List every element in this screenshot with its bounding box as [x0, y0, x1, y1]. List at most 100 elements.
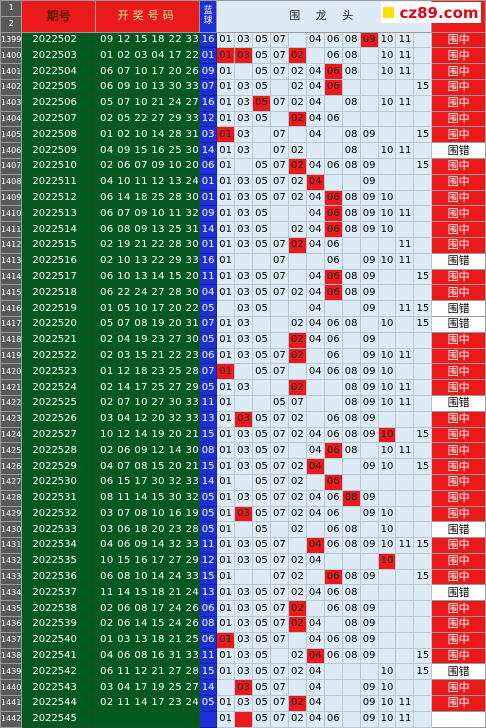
pick-number-cell: 02	[287, 473, 307, 491]
pick-number-cell	[269, 647, 289, 665]
row-number: 1402	[0, 78, 23, 96]
pick-number-cell: 03	[234, 268, 253, 286]
pick-number-cell	[395, 126, 415, 144]
pick-number-cell: 03	[234, 631, 253, 649]
pick-number-cell	[305, 521, 325, 539]
pick-number-cell: 04	[305, 710, 325, 728]
pick-number-cell: 04	[305, 584, 325, 602]
table-row: 1406 2022509 04 09 15 16 25 30 14 01 03 07 02 08…	[0, 142, 486, 159]
pick-number-cell: 11	[395, 236, 415, 254]
pick-number-cell: 08	[341, 379, 361, 396]
pick-number-cell: 03	[234, 94, 253, 112]
pick-number-cell: 05	[251, 663, 271, 681]
hit-number-cell: 01	[216, 631, 236, 649]
pick-number-cell	[234, 394, 253, 412]
result-cell: 围错	[431, 584, 486, 602]
row-number: 1399	[0, 31, 23, 49]
blue-ball-cell: 07	[199, 363, 218, 381]
pick-number-cell: 02	[287, 552, 307, 570]
pick-number-cell: 06	[323, 505, 343, 523]
period-cell: 2022508	[21, 126, 97, 144]
blue-header: 蓝球	[199, 0, 218, 33]
result-cell: 围中	[431, 221, 486, 238]
pick-number-cell: 05	[251, 489, 271, 507]
pick-number-cell: 01	[216, 568, 236, 586]
pick-number-cell	[305, 394, 325, 412]
table-row: 1410 2022513 06 07 09 10 11 32 09 01 03 05 04 06…	[0, 205, 486, 223]
pick-number-cell	[395, 458, 415, 475]
pick-number-cell	[341, 252, 361, 270]
pick-number-cell: 04	[305, 331, 325, 349]
pick-number-cell	[305, 568, 325, 586]
pick-number-cell	[395, 552, 415, 570]
draw-numbers-cell: 06 07 09 10 11 32	[95, 205, 201, 223]
pick-number-cell	[341, 695, 361, 712]
pick-number-cell: 03	[234, 78, 253, 96]
row-number: 1420	[0, 363, 23, 381]
draw-numbers-cell: 04 06 08 16 31 33	[95, 647, 201, 665]
pick-number-cell: 05	[251, 458, 271, 475]
hit-number-cell: 06	[323, 221, 343, 238]
table-row: 1427 2022530 06 15 17 30 32 33 14 01 05 07 02 06…	[0, 473, 486, 491]
pick-number-cell: 10	[377, 458, 397, 475]
pick-number-cell: 05	[251, 600, 271, 618]
pick-number-cell: 15	[413, 126, 433, 144]
pick-number-cell: 08	[341, 284, 361, 302]
hit-number-cell: 03	[234, 505, 253, 523]
pick-number-cell: 05	[251, 505, 271, 523]
pick-number-cell	[305, 47, 325, 65]
site-logo[interactable]: cz89.com	[381, 2, 481, 23]
period-cell: 2022543	[21, 679, 97, 697]
pick-number-cell: 01	[216, 221, 236, 238]
hit-number-cell: 01	[216, 47, 236, 65]
pick-number-cell: 04	[305, 78, 325, 96]
pick-number-cell: 04	[305, 505, 325, 523]
table-row: 1403 2022506 05 07 10 21 24 27 16 01 03 05 07 02…	[0, 94, 486, 112]
table-row: 1400 2022503 01 02 03 04 17 22 01 01 03 05 07 02…	[0, 47, 486, 65]
pick-number-cell: 03	[234, 616, 253, 633]
pick-number-cell: 02	[287, 284, 307, 302]
hit-number-cell: 02	[287, 110, 307, 128]
row-number: 1436	[0, 616, 23, 633]
pick-number-cell	[395, 616, 415, 633]
blue-ball-cell: 12	[199, 110, 218, 128]
result-cell: 围中	[431, 426, 486, 444]
pick-number-cell: 03	[234, 695, 253, 712]
result-cell: 围中	[431, 552, 486, 570]
pick-number-cell	[413, 173, 433, 191]
pick-number-cell: 10	[377, 663, 397, 681]
result-cell: 围错	[431, 315, 486, 333]
pick-number-cell	[395, 268, 415, 286]
pick-number-cell: 04	[305, 300, 325, 317]
pick-number-cell: 11	[395, 142, 415, 159]
pick-number-cell: 05	[251, 679, 271, 697]
pick-number-cell: 02	[287, 505, 307, 523]
pick-number-cell: 08	[341, 537, 361, 554]
hit-number-cell: 06	[323, 63, 343, 80]
draw-numbers-cell: 05 07 10 21 24 27	[95, 94, 201, 112]
draw-numbers-cell: 04 09 15 16 25 30	[95, 142, 201, 159]
pick-number-cell: 01	[216, 537, 236, 554]
row-number: 1418	[0, 331, 23, 349]
blue-ball-cell: 06	[199, 157, 218, 175]
pick-number-cell: 11	[395, 94, 415, 112]
pick-number-cell	[359, 473, 379, 491]
pick-number-cell	[287, 679, 307, 697]
pick-number-cell: 01	[216, 347, 236, 365]
pick-number-cell: 09	[359, 616, 379, 633]
pick-number-cell	[234, 252, 253, 270]
pick-number-cell: 01	[216, 710, 236, 728]
pick-number-cell: 07	[269, 473, 289, 491]
pick-number-cell: 07	[269, 426, 289, 444]
pick-number-cell	[413, 236, 433, 254]
hit-number-cell: 06	[323, 268, 343, 286]
table-row: 1423 2022526 03 04 12 20 32 33 13 01 03 05 07 02…	[0, 410, 486, 428]
pick-number-cell	[341, 552, 361, 570]
hit-number-cell: 10	[377, 552, 397, 570]
row-number: 1421	[0, 379, 23, 396]
pick-number-cell: 08	[341, 521, 361, 539]
pick-number-cell: 04	[305, 221, 325, 238]
pick-number-cell: 03	[234, 600, 253, 618]
row-number: 1438	[0, 647, 23, 665]
result-cell: 围中	[431, 157, 486, 175]
